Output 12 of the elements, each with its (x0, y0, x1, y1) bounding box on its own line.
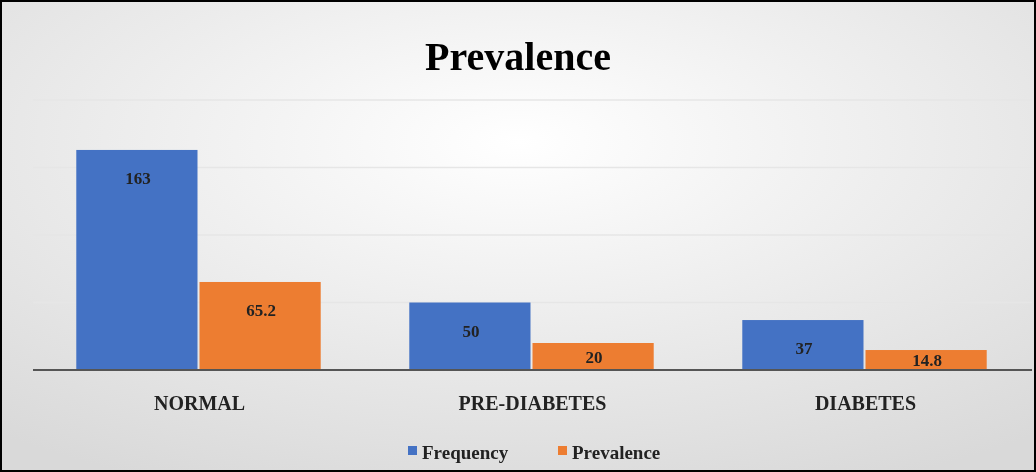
x-tick-label: PRE-DIABETES (458, 392, 607, 414)
data-label: 37 (795, 339, 813, 359)
x-tick-label: NORMAL (153, 392, 246, 414)
x-tick-label: DIABETES (814, 392, 917, 414)
data-label: 20 (585, 347, 603, 367)
legend-label: Frequency (422, 442, 509, 463)
data-label: 163 (125, 168, 151, 188)
data-label: 14.8 (912, 351, 942, 371)
data-label: 65.2 (246, 300, 276, 320)
data-label: 50 (462, 321, 480, 341)
chart-title: Prevalence (425, 34, 611, 79)
legend-label: Prevalence (572, 442, 661, 463)
